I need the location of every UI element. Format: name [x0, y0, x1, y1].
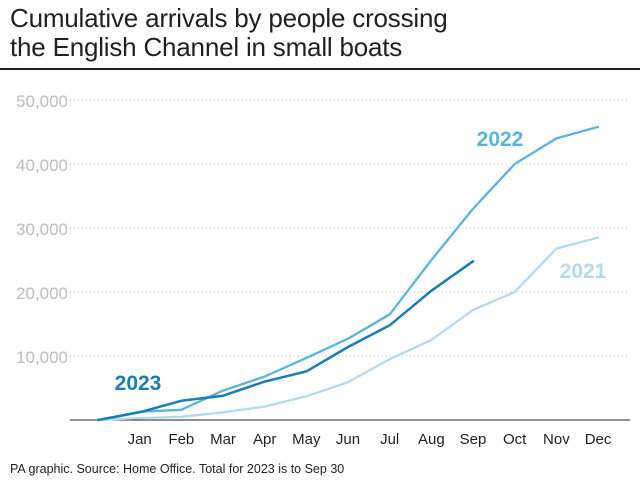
- series-label-2021: 2021: [560, 260, 607, 283]
- x-tick-label: Feb: [168, 431, 194, 448]
- series-line-2023: [96, 260, 475, 422]
- gridlines: [70, 99, 630, 357]
- x-tick-label: Jul: [380, 431, 399, 448]
- y-tick-label: 20,000: [16, 284, 68, 303]
- chart-title-line2: the English Channel in small boats: [10, 32, 403, 62]
- source-footer: PA graphic. Source: Home Office. Total f…: [10, 462, 345, 476]
- line-chart: 10,000 20,000 30,000 40,000 50,000 Jan Feb Mar…: [16, 92, 630, 448]
- chart-title-line1: Cumulative arrivals by people crossing: [10, 3, 448, 33]
- title-divider: [0, 68, 640, 70]
- chart-title: Cumulative arrivals by people crossing t…: [10, 4, 630, 62]
- chart-area: 10,000 20,000 30,000 40,000 50,000 Jan Feb Mar…: [0, 70, 640, 450]
- x-axis-ticks: Jan Feb Mar Apr May Jun Jul Aug Sep Oct Nov Dec: [128, 431, 612, 448]
- y-tick-label: 50,000: [16, 92, 68, 111]
- x-tick-label: Dec: [585, 431, 612, 448]
- x-tick-label: Mar: [210, 431, 236, 448]
- x-tick-label: Aug: [418, 431, 445, 448]
- y-axis-ticks: 10,000 20,000 30,000 40,000 50,000: [16, 92, 68, 367]
- y-tick-label: 40,000: [16, 156, 68, 175]
- x-tick-label: Oct: [503, 431, 527, 448]
- x-tick-label: May: [292, 431, 321, 448]
- series-label-2023: 2023: [115, 372, 162, 395]
- series-line-2021: [96, 236, 600, 422]
- series-label-2022: 2022: [477, 128, 524, 151]
- x-tick-label: Jan: [128, 431, 152, 448]
- x-tick-label: Jun: [336, 431, 360, 448]
- series-line-2022: [96, 125, 600, 422]
- x-tick-label: Sep: [460, 431, 487, 448]
- series-labels: 2022 2021 2023: [115, 128, 607, 395]
- series-lines: [96, 125, 600, 422]
- y-tick-label: 10,000: [16, 348, 68, 367]
- x-tick-label: Nov: [543, 431, 570, 448]
- x-tick-label: Apr: [253, 431, 276, 448]
- y-tick-label: 30,000: [16, 220, 68, 239]
